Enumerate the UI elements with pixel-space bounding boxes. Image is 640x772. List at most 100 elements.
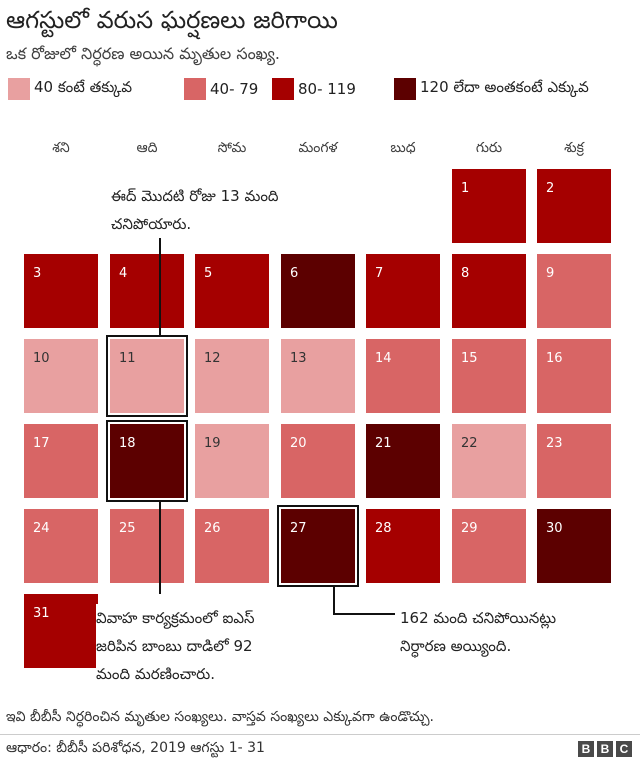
legend-item: 40 కంటే తక్కువ <box>8 78 132 100</box>
calendar-date-label: 15 <box>461 351 478 366</box>
calendar-day-cell: 30 <box>537 509 611 583</box>
legend-swatch <box>8 78 30 100</box>
annotation-leader-line <box>159 501 161 594</box>
legend: 40 కంటే తక్కువ 40- 79 80- 119 120 లేదా అంతక… <box>0 78 640 102</box>
calendar-date-label: 6 <box>290 266 299 281</box>
annotation-leader-line <box>159 222 161 336</box>
chart-subtitle: ఒక రోజులో నిర్ధరణ అయిన మృతుల సంఖ్య. <box>6 44 281 63</box>
calendar-date-label: 3 <box>33 266 42 281</box>
calendar-day-cell: 5 <box>195 254 269 328</box>
calendar-day-cell: 10 <box>24 339 98 413</box>
calendar-day-cell: 3 <box>24 254 98 328</box>
calendar-date-label: 29 <box>461 521 478 536</box>
footnote: ఇవి బీబీసీ నిర్ధరించిన మృతుల సంఖ్యలు. వా… <box>6 709 434 725</box>
calendar-date-label: 30 <box>546 521 563 536</box>
calendar-day-cell: 8 <box>452 254 526 328</box>
calendar-day-cell: 4 <box>110 254 184 328</box>
annotation: 162 మంది చనిపోయినట్లు నిర్ధారణ అయ్యింది. <box>400 604 557 660</box>
calendar-date-label: 24 <box>33 521 50 536</box>
calendar-day-cell: 17 <box>24 424 98 498</box>
day-header: శుక్ర <box>564 140 584 156</box>
highlight-box <box>106 335 188 417</box>
annotation: ఈద్ మొదటి రోజు 13 మంది చనిపోయారు. <box>111 182 279 238</box>
calendar-date-label: 26 <box>204 521 221 536</box>
annotation-line: జరిపిన బాంబు దాడిలో 92 <box>96 637 253 655</box>
calendar-date-label: 27 <box>290 521 307 536</box>
calendar-day-cell: 18 <box>110 424 184 498</box>
legend-swatch <box>184 78 206 100</box>
calendar-day-cell: 31 <box>24 594 98 668</box>
calendar-date-label: 20 <box>290 436 307 451</box>
day-header: శని <box>52 140 70 156</box>
day-header: గురు <box>475 140 503 156</box>
calendar-date-label: 11 <box>119 351 136 366</box>
calendar-day-cell: 26 <box>195 509 269 583</box>
calendar-date-label: 7 <box>375 266 384 281</box>
calendar-date-label: 2 <box>546 181 555 196</box>
annotation-line: 162 మంది చనిపోయినట్లు <box>400 609 557 627</box>
annotation-line: వివాహ కార్యక్రమంలో ఐఎస్ <box>96 609 255 627</box>
calendar-day-cell: 9 <box>537 254 611 328</box>
calendar-day-cell: 27 <box>281 509 355 583</box>
calendar-day-cell: 21 <box>366 424 440 498</box>
bbc-logo-letter: B <box>578 741 594 757</box>
calendar-day-cell: 20 <box>281 424 355 498</box>
calendar-day-cell: 7 <box>366 254 440 328</box>
calendar-day-cell: 1 <box>452 169 526 243</box>
calendar-date-label: 16 <box>546 351 563 366</box>
calendar-day-cell: 24 <box>24 509 98 583</box>
calendar-day-cell: 14 <box>366 339 440 413</box>
calendar-day-cell: 22 <box>452 424 526 498</box>
bbc-logo-letter: C <box>616 741 632 757</box>
highlight-box <box>106 420 188 502</box>
calendar-day-cell: 25 <box>110 509 184 583</box>
legend-label: 40- 79 <box>210 80 259 98</box>
calendar-date-label: 19 <box>204 436 221 451</box>
bbc-logo: B B C <box>578 741 632 757</box>
day-header: ఆది <box>136 140 158 156</box>
calendar-day-cell: 28 <box>366 509 440 583</box>
legend-swatch <box>394 78 416 100</box>
calendar-day-cell: 6 <box>281 254 355 328</box>
bbc-logo-letter: B <box>597 741 613 757</box>
calendar-day-cell: 15 <box>452 339 526 413</box>
calendar-date-label: 10 <box>33 351 50 366</box>
calendar-day-cell: 12 <box>195 339 269 413</box>
annotation-line: ఈద్ మొదటి రోజు 13 మంది <box>111 187 279 205</box>
calendar-day-cell: 29 <box>452 509 526 583</box>
calendar-date-label: 13 <box>290 351 307 366</box>
calendar-date-label: 21 <box>375 436 392 451</box>
calendar-day-cell: 11 <box>110 339 184 413</box>
calendar-date-label: 17 <box>33 436 50 451</box>
legend-label: 40 కంటే తక్కువ <box>34 78 133 96</box>
day-header: బుధ <box>390 140 416 156</box>
calendar-day-cell: 13 <box>281 339 355 413</box>
calendar-date-label: 14 <box>375 351 392 366</box>
legend-label: 120 లేదా అంతకంటే ఎక్కువ <box>420 78 589 96</box>
legend-swatch <box>272 78 294 100</box>
day-header: సోమ <box>217 140 247 156</box>
day-header: మంగళ <box>298 140 338 156</box>
annotation-line: చనిపోయారు. <box>111 215 192 233</box>
calendar-date-label: 5 <box>204 266 213 281</box>
source-text: ఆధారం: బీబీసీ పరిశోధన, 2019 ఆగస్టు 1- 31 <box>6 740 265 756</box>
annotation-line: నిర్ధారణ అయ్యింది. <box>400 637 512 655</box>
calendar-day-cell: 23 <box>537 424 611 498</box>
calendar-date-label: 8 <box>461 266 470 281</box>
calendar-date-label: 1 <box>461 181 470 196</box>
legend-item: 120 లేదా అంతకంటే ఎక్కువ <box>394 78 589 100</box>
calendar-day-cell: 16 <box>537 339 611 413</box>
calendar-date-label: 12 <box>204 351 221 366</box>
calendar-date-label: 9 <box>546 266 555 281</box>
calendar-date-label: 25 <box>119 521 136 536</box>
calendar-day-cell: 19 <box>195 424 269 498</box>
annotation-line: మంది మరణించారు. <box>96 665 215 683</box>
legend-item: 40- 79 <box>184 78 258 100</box>
legend-item: 80- 119 <box>272 78 356 100</box>
calendar-date-label: 18 <box>119 436 136 451</box>
annotation-leader-line <box>333 613 395 615</box>
chart-title: ఆగస్టులో వరుస ఘర్షణలు జరిగాయి <box>6 6 338 34</box>
calendar-date-label: 23 <box>546 436 563 451</box>
legend-label: 80- 119 <box>298 80 356 98</box>
annotation: వివాహ కార్యక్రమంలో ఐఎస్ జరిపిన బాంబు దాడి… <box>96 604 255 688</box>
